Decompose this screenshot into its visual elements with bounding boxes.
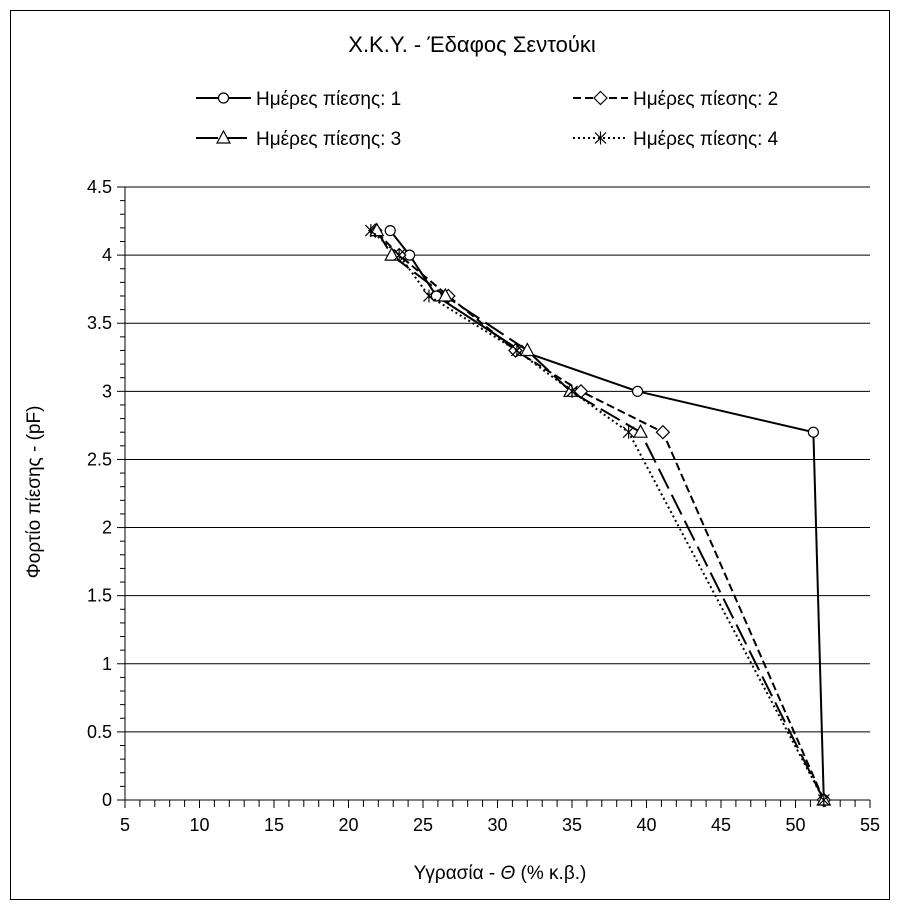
y-tick-label-0.5: 0.5 <box>87 722 112 742</box>
legend-marker-2 <box>593 90 608 106</box>
legend-item-3: Ημέρες πίεσης: 3 <box>196 129 401 150</box>
x-tick-label-55: 55 <box>860 815 880 835</box>
series-4-point-5 <box>423 289 435 303</box>
y-tick-label-0: 0 <box>102 790 112 810</box>
legend-label-4: Ημέρες πίεσης: 4 <box>633 129 779 150</box>
series-4-point-6 <box>393 248 406 262</box>
y-tick-label-3.5: 3.5 <box>87 313 112 333</box>
series-2-point-2 <box>655 424 671 440</box>
y-tick-label-4: 4 <box>102 245 112 265</box>
y-tick-label-1.5: 1.5 <box>87 586 112 606</box>
x-tick-label-25: 25 <box>413 815 433 835</box>
x-tick-labels: 5 10 15 20 25 30 35 40 45 50 55 <box>120 815 880 835</box>
x-tick-label-15: 15 <box>264 815 284 835</box>
series-1-point-2 <box>807 426 819 438</box>
grid-lines <box>125 186 870 733</box>
legend-marker-4 <box>594 131 607 145</box>
legend-label-2: Ημέρες πίεσης: 2 <box>633 89 778 110</box>
x-tick-label-30: 30 <box>487 815 507 835</box>
series-3 <box>369 222 832 806</box>
y-tick-label-4.5: 4.5 <box>87 177 112 197</box>
y-tick-label-2.5: 2.5 <box>87 449 112 469</box>
series-4-point-2 <box>622 425 635 439</box>
chart-title: Χ.Κ.Υ. - Έδαφος Σεντούκι <box>348 32 596 57</box>
series-3-point-4 <box>519 342 535 357</box>
y-tick-label-1: 1 <box>102 654 112 674</box>
y-axis-label: Φορτίο πίεσης - (pF) <box>24 406 45 579</box>
series-1-point-7 <box>384 224 396 237</box>
axes <box>117 186 871 808</box>
legend-item-4: Ημέρες πίεσης: 4 <box>573 129 779 150</box>
series-4-point-3 <box>566 384 578 398</box>
x-tick-label-45: 45 <box>711 815 731 835</box>
legend: Ημέρες πίεσης: 1 Ημέρες πίεσης: 2 Ημέρες π… <box>196 89 779 150</box>
x-tick-label-10: 10 <box>189 815 209 835</box>
x-tick-label-35: 35 <box>562 815 582 835</box>
series-group <box>364 222 832 808</box>
series-line-4 <box>370 229 825 801</box>
series-4-point-4 <box>510 343 523 357</box>
series-2 <box>367 223 832 808</box>
y-tick-labels: 0 0.5 1 1.5 2 2.5 3 3.5 4 4.5 <box>87 177 112 810</box>
series-3-point-5 <box>437 287 453 302</box>
x-tick-label-50: 50 <box>785 815 805 835</box>
x-tick-label-20: 20 <box>338 815 358 835</box>
series-3-point-2 <box>633 423 649 438</box>
series-4 <box>364 224 830 807</box>
chart-frame <box>10 10 890 900</box>
legend-marker-1 <box>217 92 230 104</box>
legend-item-2: Ημέρες πίεσης: 2 <box>573 89 778 110</box>
series-1-point-3 <box>631 385 644 397</box>
series-1 <box>384 224 830 806</box>
x-tick-label-5: 5 <box>120 815 130 835</box>
series-line-3 <box>375 230 825 801</box>
legend-label-1: Ημέρες πίεσης: 1 <box>256 89 401 110</box>
legend-label-3: Ημέρες πίεσης: 3 <box>256 129 401 150</box>
y-tick-label-3: 3 <box>102 381 112 401</box>
legend-marker-3 <box>215 129 232 144</box>
x-tick-label-40: 40 <box>636 815 656 835</box>
series-line-1 <box>389 229 825 801</box>
series-4-point-7 <box>364 224 377 238</box>
y-tick-label-2: 2 <box>102 518 112 538</box>
series-4-point-1 <box>817 793 830 807</box>
legend-item-1: Ημέρες πίεσης: 1 <box>196 89 401 110</box>
x-axis-label: Υγρασία - Θ (% κ.β.) <box>414 863 587 884</box>
series-3-point-6 <box>384 246 400 261</box>
series-line-2 <box>374 229 825 801</box>
